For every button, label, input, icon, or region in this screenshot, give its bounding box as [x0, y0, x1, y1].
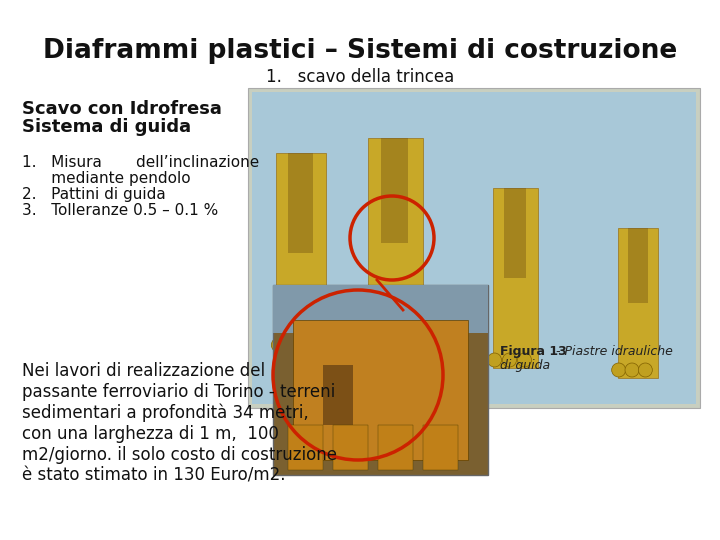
Bar — [288, 153, 313, 253]
Text: 3.   Tolleranze 0.5 – 0.1 %: 3. Tolleranze 0.5 – 0.1 % — [22, 203, 218, 218]
Text: è stato stimato in 130 Euro/m2.: è stato stimato in 130 Euro/m2. — [22, 467, 286, 485]
Text: Diaframmi plastici – Sistemi di costruzione: Diaframmi plastici – Sistemi di costruzi… — [43, 38, 677, 64]
Bar — [252, 92, 696, 404]
Bar — [358, 92, 433, 404]
Text: Nei lavori di realizzazione del: Nei lavori di realizzazione del — [22, 362, 265, 380]
Bar — [273, 285, 488, 475]
Bar — [368, 138, 423, 348]
Text: 1.   Misura       dell’inclinazione: 1. Misura dell’inclinazione — [22, 155, 259, 170]
Bar — [333, 425, 368, 470]
Circle shape — [305, 338, 319, 352]
Circle shape — [639, 363, 652, 377]
Text: - Piastre idrauliche: - Piastre idrauliche — [552, 345, 673, 358]
Text: Sistema di guida: Sistema di guida — [22, 118, 191, 136]
Bar — [423, 425, 458, 470]
Bar — [608, 92, 668, 404]
Bar — [323, 365, 353, 425]
Circle shape — [288, 338, 302, 352]
Text: Figura 13: Figura 13 — [500, 345, 567, 358]
Bar — [504, 188, 526, 278]
Circle shape — [271, 338, 285, 352]
Circle shape — [487, 353, 502, 367]
Bar — [381, 138, 408, 243]
Bar — [273, 285, 488, 333]
Bar — [618, 228, 658, 378]
Bar — [293, 320, 468, 460]
Text: Scavo con Idrofresa: Scavo con Idrofresa — [22, 100, 222, 118]
Circle shape — [518, 353, 531, 367]
Text: di guida: di guida — [500, 359, 550, 372]
Circle shape — [503, 353, 516, 367]
Bar — [378, 425, 413, 470]
Text: 2.   Pattini di guida: 2. Pattini di guida — [22, 187, 166, 202]
Text: 1.   scavo della trincea: 1. scavo della trincea — [266, 68, 454, 86]
Bar — [628, 228, 648, 303]
Circle shape — [382, 333, 397, 347]
Text: mediante pendolo: mediante pendolo — [22, 171, 191, 186]
Circle shape — [612, 363, 626, 377]
Text: m2/giorno. il solo costo di costruzione: m2/giorno. il solo costo di costruzione — [22, 446, 337, 464]
Bar — [483, 92, 548, 404]
Bar — [248, 88, 700, 408]
Bar — [276, 153, 326, 353]
Bar — [493, 188, 538, 368]
Bar — [288, 425, 323, 470]
Text: passante ferroviario di Torino - terreni: passante ferroviario di Torino - terreni — [22, 383, 336, 401]
Circle shape — [401, 333, 415, 347]
Bar — [266, 92, 336, 404]
Text: sedimentari a profondità 34 metri,: sedimentari a profondità 34 metri, — [22, 404, 309, 422]
Text: con una larghezza di 1 m,  100: con una larghezza di 1 m, 100 — [22, 425, 279, 443]
Circle shape — [364, 333, 378, 347]
Circle shape — [625, 363, 639, 377]
